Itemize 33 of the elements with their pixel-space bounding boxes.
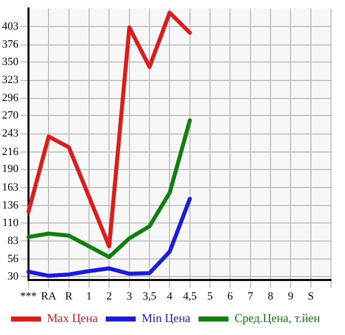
y-tick-label: 110 bbox=[2, 216, 19, 229]
y-tick-label: 136 bbox=[2, 199, 19, 212]
x-tick-label: 2 bbox=[106, 290, 112, 302]
y-tick-label: 403 bbox=[2, 20, 19, 33]
x-tick-label: 7 bbox=[248, 290, 254, 302]
y-tick-label: 323 bbox=[2, 74, 19, 86]
y-tick-label: 350 bbox=[2, 56, 19, 68]
legend-label: Max Цена bbox=[46, 311, 98, 326]
y-tick-label: 376 bbox=[2, 38, 19, 51]
x-tick-label: R bbox=[65, 290, 74, 302]
legend-label: Min Цена bbox=[142, 311, 192, 326]
legend-label: Сред.Цена, т.йен bbox=[234, 311, 321, 326]
y-tick-label: 216 bbox=[2, 146, 19, 158]
x-tick-label: 9 bbox=[288, 290, 294, 302]
y-tick-label: 30 bbox=[8, 270, 19, 282]
y-tick-label: 243 bbox=[2, 128, 19, 140]
x-tick-label: 3,5 bbox=[142, 290, 157, 302]
y-tick-label: 270 bbox=[2, 110, 19, 122]
x-tick-label: 1 bbox=[86, 290, 92, 302]
x-tick-label: 4,5 bbox=[182, 290, 198, 302]
x-tick-label: 6 bbox=[227, 290, 234, 302]
y-tick-label: 190 bbox=[2, 163, 19, 176]
y-tick-label: 296 bbox=[2, 92, 19, 104]
y-tick-label: 83 bbox=[8, 234, 19, 247]
x-tick-label: S bbox=[308, 290, 314, 302]
x-tick-label: 8 bbox=[268, 290, 274, 302]
x-tick-label: RA bbox=[41, 290, 56, 302]
y-tick-label: 163 bbox=[2, 181, 19, 194]
x-tick-label: 5 bbox=[207, 290, 214, 302]
y-tick-label: 56 bbox=[8, 252, 19, 265]
x-tick-label: 4 bbox=[166, 290, 173, 302]
x-tick-label: *** bbox=[20, 290, 37, 302]
x-tick-label: 3 bbox=[126, 290, 133, 302]
